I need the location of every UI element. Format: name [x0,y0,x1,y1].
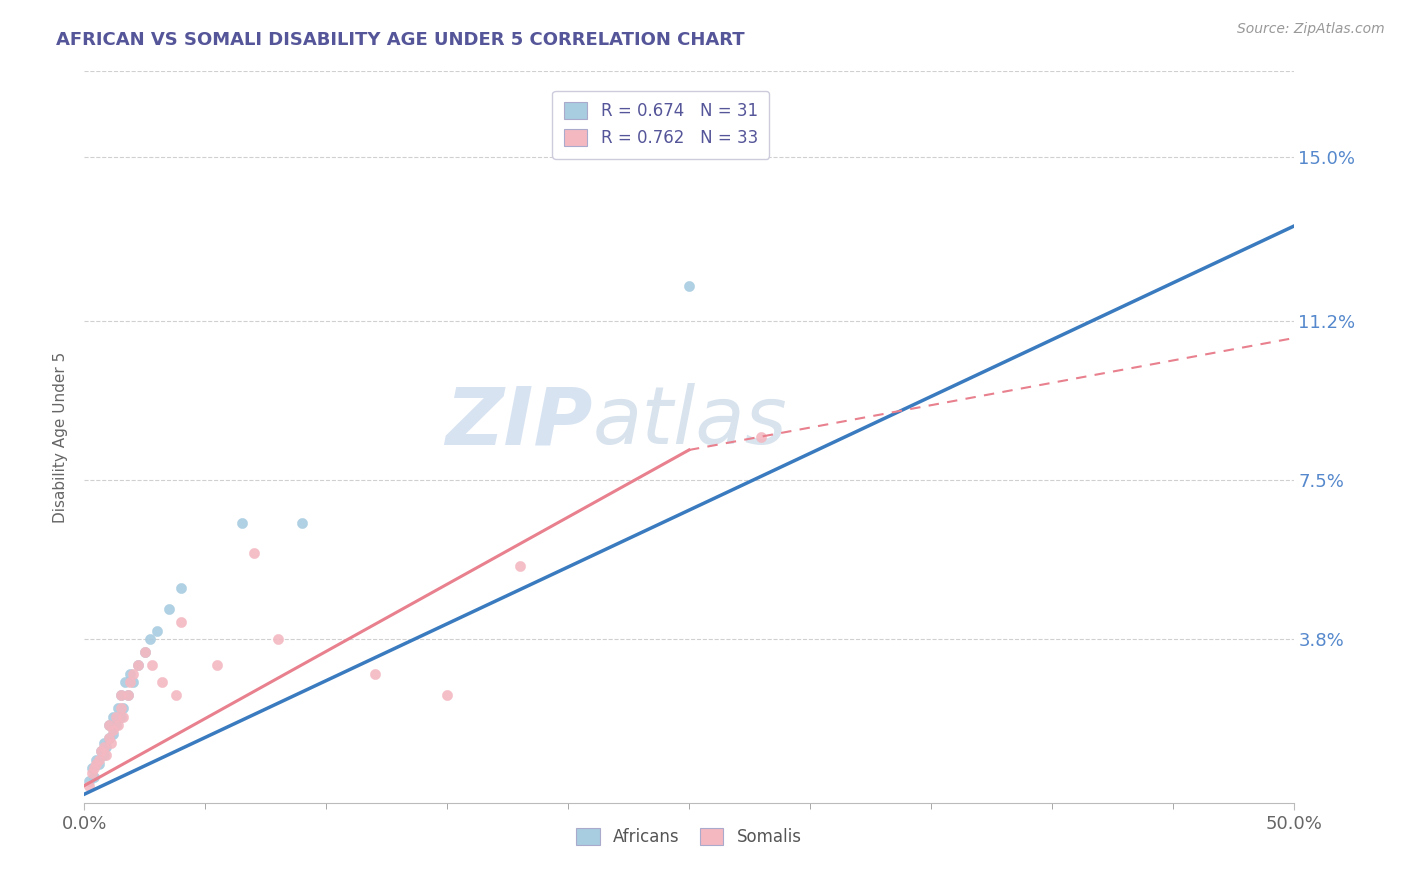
Point [77,774,100,789]
Point [120,675,142,690]
Point [121,675,143,690]
Point [110,688,132,702]
Point [87,753,110,767]
Point [110,701,132,715]
Point [97,718,120,732]
Point [291,516,314,530]
Text: Source: ZipAtlas.com: Source: ZipAtlas.com [1237,22,1385,37]
Point [87,757,110,772]
Point [112,710,135,724]
Point [242,546,264,560]
Point [107,701,129,715]
Point [97,731,120,746]
Point [90,744,112,758]
Point [509,559,531,574]
Point [134,645,156,659]
Point [103,723,125,737]
Point [120,666,142,681]
Point [103,727,125,741]
Point [93,748,115,763]
Text: AFRICAN VS SOMALI DISABILITY AGE UNDER 5 CORRELATION CHART: AFRICAN VS SOMALI DISABILITY AGE UNDER 5… [56,31,745,49]
Point [678,279,700,293]
Point [86,757,108,772]
Point [77,779,100,793]
Point [90,744,112,758]
Point [110,688,132,702]
Point [751,430,773,444]
Point [157,602,180,616]
Point [363,666,385,681]
Point [94,748,117,763]
Point [134,645,156,659]
Point [83,761,105,775]
Point [104,710,127,724]
Point [107,718,129,732]
Point [112,701,135,715]
Point [150,675,173,690]
Point [97,718,120,732]
Point [114,675,136,690]
Point [207,658,229,673]
Point [170,615,193,629]
Point [117,688,139,702]
Point [127,658,149,673]
Point [103,710,125,724]
Point [80,765,103,780]
Point [94,739,117,754]
Point [97,731,120,746]
Point [170,581,193,595]
Legend: Africans, Somalis: Africans, Somalis [569,822,808,853]
Point [117,688,139,702]
Point [100,735,122,749]
Point [93,735,115,749]
Text: atlas: atlas [592,384,787,461]
Point [83,770,105,784]
Point [165,688,187,702]
Point [267,632,290,647]
Point [80,761,103,775]
Point [86,753,108,767]
Point [141,658,163,673]
Point [104,718,127,732]
Point [138,632,160,647]
Point [110,710,132,724]
Y-axis label: Disability Age Under 5: Disability Age Under 5 [53,351,69,523]
Text: ZIP: ZIP [444,384,592,461]
Point [146,624,169,638]
Point [231,516,253,530]
Point [121,666,143,681]
Point [127,658,149,673]
Point [436,688,458,702]
Point [93,739,115,754]
